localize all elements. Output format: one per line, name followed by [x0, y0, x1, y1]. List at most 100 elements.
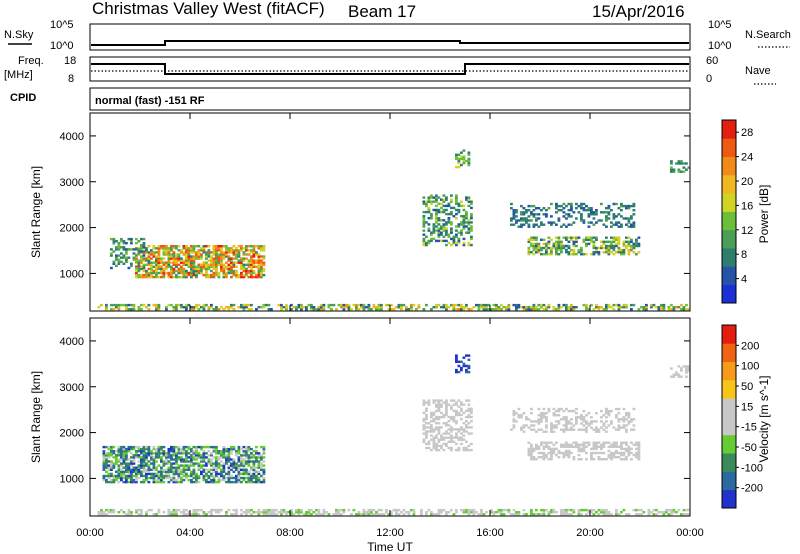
heatmap-cell — [145, 456, 148, 459]
heatmap-cell — [457, 308, 461, 311]
heatmap-cell — [622, 447, 626, 451]
heatmap-cell — [242, 257, 246, 260]
heatmap-cell — [165, 265, 168, 268]
heatmap-cell — [435, 434, 438, 437]
heatmap-cell — [545, 508, 548, 512]
heatmap-cell — [567, 409, 571, 413]
heatmap-cell — [162, 263, 166, 266]
heatmap-cell — [127, 256, 131, 259]
heatmap-cell — [560, 240, 563, 243]
heatmap-cell — [537, 456, 541, 459]
heatmap-cell — [682, 308, 686, 311]
heatmap-cell — [467, 354, 471, 357]
heatmap-cell — [450, 237, 453, 241]
heatmap-cell — [215, 474, 218, 478]
heatmap-cell — [465, 409, 468, 413]
heatmap-cell — [527, 225, 531, 228]
heatmap-cell — [140, 257, 143, 260]
heatmap-cell — [652, 508, 656, 512]
heatmap-cell — [177, 271, 181, 275]
heatmap-cell — [660, 511, 663, 514]
heatmap-cell — [582, 420, 586, 423]
heatmap-cell — [520, 416, 523, 419]
heatmap-cell — [197, 271, 201, 275]
heatmap-cell — [620, 253, 623, 256]
heatmap-cell — [192, 247, 196, 250]
heatmap-cell — [260, 265, 263, 268]
heatmap-cell — [672, 168, 676, 171]
heatmap-cell — [522, 306, 526, 309]
heatmap-cell — [600, 420, 603, 423]
heatmap-cell — [575, 240, 578, 243]
heatmap-cell — [150, 251, 153, 254]
heatmap-cell — [635, 244, 638, 248]
heatmap-cell — [430, 424, 433, 427]
heatmap-cell — [557, 456, 561, 459]
heatmap-cell — [167, 253, 171, 256]
heatmap-cell — [437, 407, 441, 410]
heatmap-cell — [602, 428, 606, 431]
heatmap-cell — [590, 451, 593, 455]
heatmap-cell — [200, 263, 203, 266]
heatmap-cell — [682, 513, 686, 516]
heatmap-cell — [212, 462, 216, 465]
heatmap-cell — [242, 466, 246, 469]
heatmap-cell — [470, 206, 473, 210]
heatmap-cell — [107, 456, 111, 459]
heatmap-cell — [210, 458, 213, 461]
heatmap-cell — [467, 422, 471, 425]
heatmap-cell — [137, 454, 141, 457]
colorbar-tick-label: 8 — [741, 249, 747, 261]
heatmap-cell — [185, 450, 188, 453]
heatmap-cell — [560, 418, 563, 421]
heatmap-cell — [660, 308, 663, 311]
heatmap-cell — [545, 209, 548, 212]
heatmap-cell — [227, 474, 231, 478]
heatmap-cell — [120, 256, 123, 259]
heatmap-cell — [165, 271, 168, 275]
heatmap-cell — [622, 426, 626, 429]
heatmap-cell — [140, 470, 143, 473]
heatmap-cell — [625, 428, 628, 431]
heatmap-cell — [572, 253, 576, 256]
heatmap-cell — [262, 445, 266, 449]
heatmap-cell — [465, 303, 468, 307]
heatmap-cell — [215, 466, 218, 469]
heatmap-cell — [462, 243, 466, 247]
heatmap-cell — [202, 464, 206, 467]
heatmap-cell — [275, 508, 278, 512]
heatmap-cell — [640, 508, 643, 512]
heatmap-cell — [630, 240, 633, 243]
heatmap-cell — [145, 476, 148, 480]
heatmap-cell — [580, 219, 583, 222]
heatmap-cell — [575, 236, 578, 239]
heatmap-cell — [445, 208, 448, 212]
heatmap-cell — [587, 308, 591, 311]
heatmap-cell — [520, 428, 523, 431]
heatmap-cell — [127, 474, 131, 478]
heatmap-cell — [330, 308, 333, 311]
heatmap-cell — [530, 508, 533, 512]
heatmap-cell — [477, 303, 481, 307]
heatmap-cell — [222, 470, 226, 473]
heatmap-cell — [537, 303, 541, 307]
heatmap-cell — [227, 480, 231, 484]
heatmap-cell — [655, 306, 658, 309]
heatmap-cell — [252, 470, 256, 473]
heatmap-cell — [175, 308, 178, 311]
heatmap-cell — [447, 306, 451, 309]
heatmap-cell — [142, 257, 146, 260]
heatmap-cell — [200, 456, 203, 459]
heatmap-cell — [442, 432, 446, 435]
heatmap-cell — [395, 508, 398, 512]
heatmap-cell — [135, 470, 138, 473]
heatmap-cell — [255, 445, 258, 449]
heatmap-cell — [147, 271, 151, 275]
heatmap-cell — [557, 253, 561, 256]
heatmap-cell — [102, 474, 106, 478]
heatmap-cell — [242, 450, 246, 453]
heatmap-cell — [432, 401, 436, 404]
heatmap-cell — [610, 242, 613, 246]
heatmap-cell — [172, 476, 176, 480]
heatmap-cell — [537, 213, 541, 216]
